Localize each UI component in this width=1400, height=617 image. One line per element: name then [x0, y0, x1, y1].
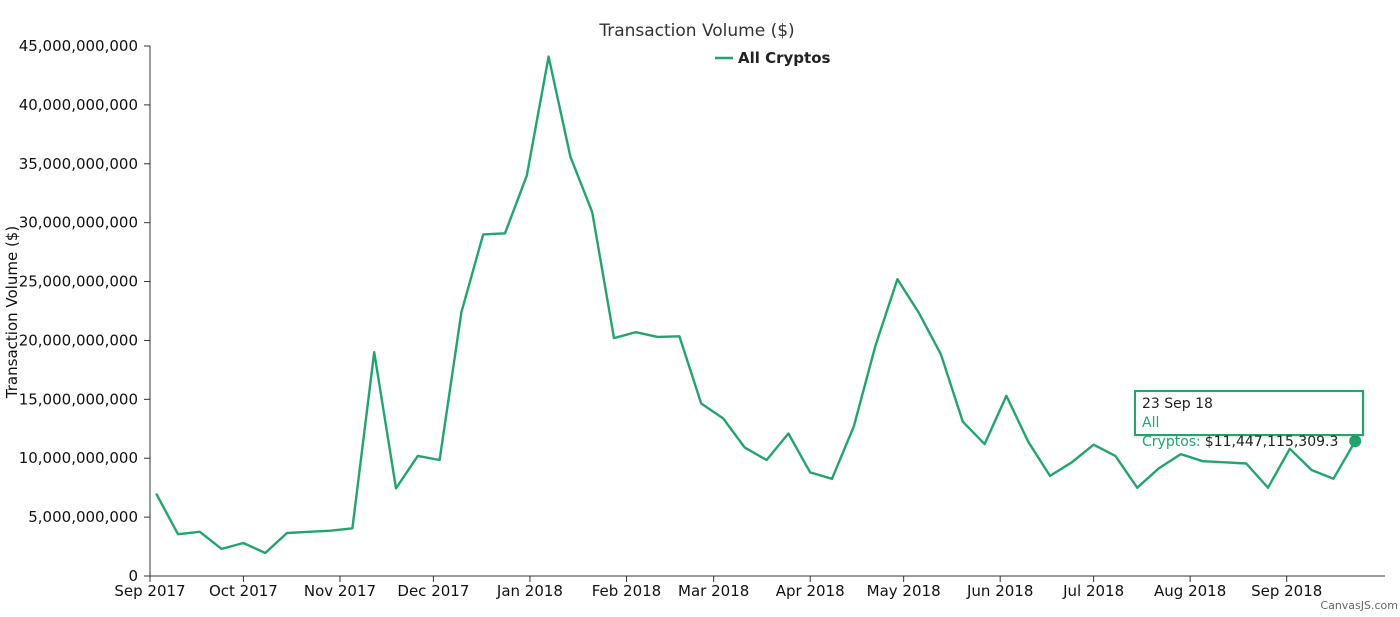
y-tick-label: 45,000,000,000: [19, 37, 138, 55]
x-tick-label: Jul 2018: [1062, 582, 1124, 600]
y-tick-label: 15,000,000,000: [19, 390, 138, 408]
y-tick-label: 5,000,000,000: [28, 508, 138, 526]
x-tick-label: Jun 2018: [966, 582, 1033, 600]
tooltip-value: $11,447,115,309.3: [1204, 434, 1339, 450]
x-tick-label: Nov 2017: [304, 582, 376, 600]
tooltip-date: 23 Sep 18: [1142, 396, 1213, 412]
y-tick-label: 25,000,000,000: [19, 273, 138, 291]
y-tick-label: 20,000,000,000: [19, 331, 138, 349]
y-axis-ticks: 0 5,000,000,000 10,000,000,000 15,000,000,0…: [19, 37, 150, 585]
chart-title: Transaction Volume ($): [598, 21, 794, 41]
x-axis-ticks: Sep 2017 Oct 2017 Nov 2017 Dec 2017 Jan 2018…: [114, 576, 1322, 600]
legend-label: All Cryptos: [738, 49, 831, 67]
legend[interactable]: All Cryptos: [715, 49, 831, 67]
y-tick-label: 0: [128, 567, 138, 585]
y-tick-label: 35,000,000,000: [19, 155, 138, 173]
y-tick-label: 10,000,000,000: [19, 449, 138, 467]
x-tick-label: Sep 2017: [114, 582, 185, 600]
x-tick-label: Mar 2018: [678, 582, 749, 600]
highlighted-data-point[interactable]: [1349, 435, 1362, 448]
x-tick-label: May 2018: [867, 582, 941, 600]
x-tick-label: Dec 2017: [397, 582, 469, 600]
credits-label[interactable]: CanvasJS.com: [1320, 599, 1398, 612]
x-tick-label: Feb 2018: [592, 582, 662, 600]
y-axis-title: Transaction Volume ($): [3, 226, 21, 399]
x-tick-label: Sep 2018: [1251, 582, 1322, 600]
tooltip: 23 Sep 18 All Cryptos: $11,447,115,309.3: [1134, 390, 1364, 450]
x-tick-label: Aug 2018: [1154, 582, 1226, 600]
y-tick-label: 30,000,000,000: [19, 214, 138, 232]
series-line-all-cryptos[interactable]: [155, 55, 1357, 555]
x-tick-label: Jan 2018: [496, 582, 563, 600]
x-tick-label: Apr 2018: [776, 582, 845, 600]
tooltip-series-label: All Cryptos:: [1142, 415, 1201, 450]
y-tick-label: 40,000,000,000: [19, 96, 138, 114]
x-tick-label: Oct 2017: [209, 582, 278, 600]
